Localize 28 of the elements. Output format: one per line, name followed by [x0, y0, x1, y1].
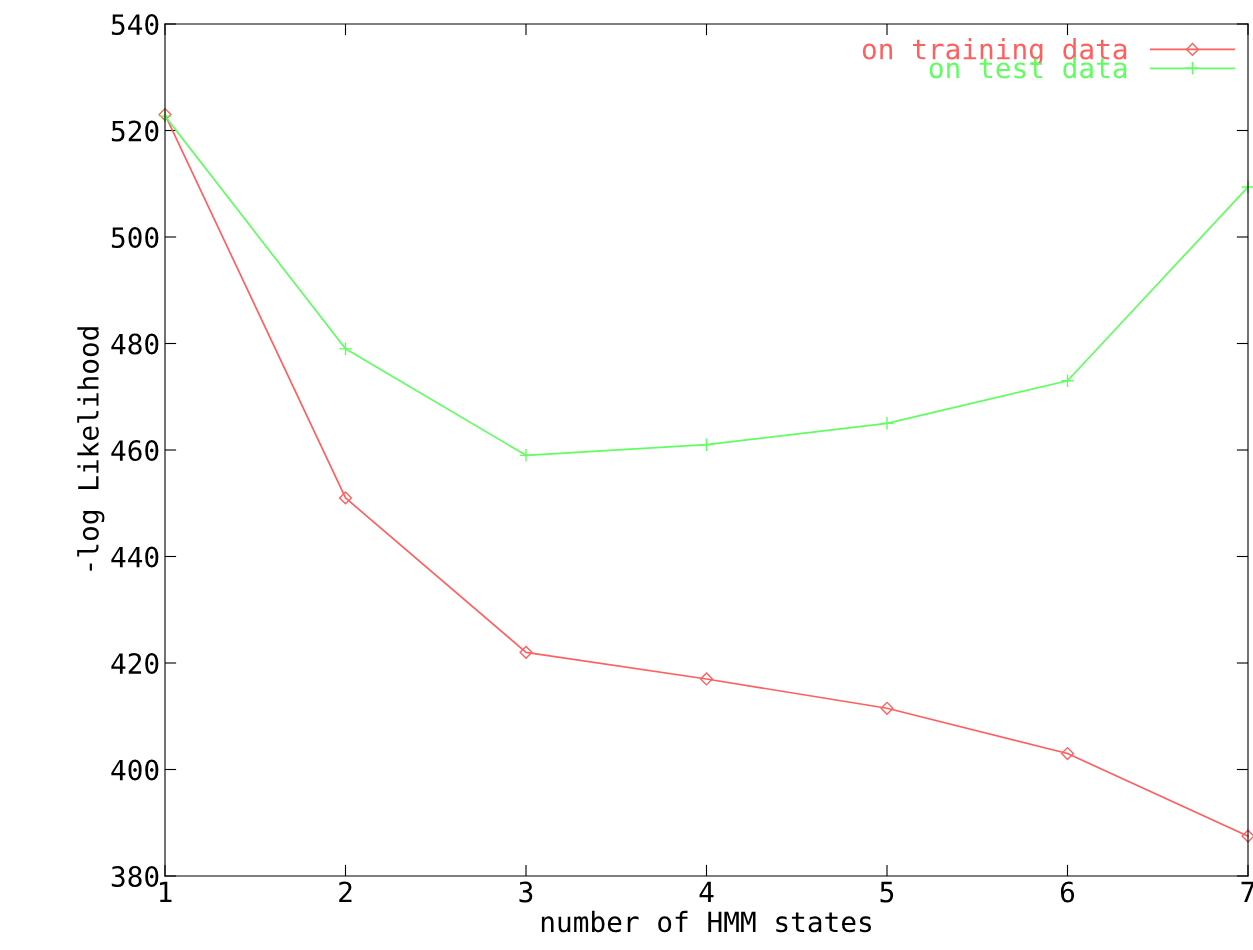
x-tick-label: 6 [1060, 881, 1075, 903]
x-axis-title: number of HMM states [541, 910, 871, 933]
point [338, 491, 353, 505]
y-tick-label: 460 [111, 440, 159, 462]
y-tick-label: 420 [111, 653, 159, 675]
point [699, 437, 714, 452]
y-tick-label: 400 [111, 759, 159, 781]
point [338, 341, 353, 356]
point [699, 672, 714, 686]
y-tick-label: 380 [111, 866, 159, 888]
x-tick-label: 3 [519, 881, 533, 903]
y-tick-label: 500 [111, 227, 159, 249]
y-axis-title: -log Likelihood [77, 327, 105, 571]
point [519, 645, 533, 659]
x-tick-label: 5 [880, 881, 894, 903]
x-tick-label: 4 [699, 881, 714, 903]
point [519, 448, 533, 463]
x-tick-label: 2 [339, 881, 352, 903]
y-tick-label: 440 [111, 546, 159, 568]
y-tick-label: 540 [111, 14, 159, 36]
point [880, 701, 894, 715]
point [1060, 746, 1075, 761]
y-tick-label: 520 [111, 120, 159, 142]
point [880, 416, 894, 431]
y-tick-label: 480 [111, 333, 159, 355]
point [1060, 373, 1075, 388]
x-tick-label: 1 [159, 881, 172, 903]
point [1241, 829, 1253, 843]
